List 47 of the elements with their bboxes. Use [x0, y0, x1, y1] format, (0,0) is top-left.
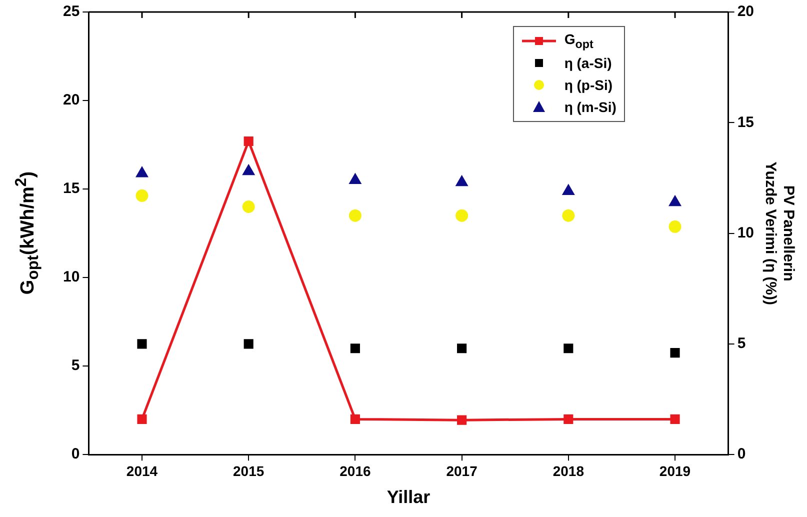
point: [243, 165, 254, 176]
x-tick-label: 2014: [126, 462, 158, 479]
y2-tick-label: 20: [737, 3, 754, 20]
point: [670, 414, 680, 424]
point: [668, 220, 682, 233]
point: [350, 414, 360, 424]
point: [564, 414, 574, 424]
x-tick-label: 2016: [340, 462, 371, 479]
legend-label: η (m-Si): [564, 99, 616, 115]
point: [242, 200, 255, 213]
point: [669, 196, 681, 206]
point: [348, 209, 362, 222]
point: [350, 174, 361, 184]
y-tick-label: 10: [62, 268, 80, 286]
y-tick-label: 20: [62, 92, 80, 109]
point: [456, 209, 468, 222]
point: [244, 136, 254, 146]
x-tick-label: 2018: [552, 462, 584, 479]
y2-tick-label: 15: [737, 114, 754, 131]
y-tick-label: 5: [71, 357, 80, 374]
legend-label: η (p-Si): [564, 77, 613, 93]
x-tick-label: 2017: [446, 462, 478, 479]
x-tick-label: 2019: [659, 462, 691, 479]
point: [136, 189, 148, 202]
point: [350, 344, 360, 354]
legend-label: η (a-Si): [564, 55, 612, 71]
y-tick-label: 0: [71, 446, 80, 463]
y2-tick-label: 5: [737, 335, 746, 352]
x-tick-label: 2015: [233, 462, 264, 479]
y2-tick-label: 0: [737, 446, 746, 463]
point: [244, 339, 254, 349]
point: [562, 185, 574, 196]
y2-tick-label: 10: [737, 224, 754, 242]
point: [456, 176, 468, 186]
x-axis-title: Yillar: [386, 487, 430, 508]
point: [137, 339, 147, 349]
point: [457, 415, 467, 425]
y2-axis-title: PV Panellerin Yuzde Verimi (η (%)): [762, 162, 797, 305]
y-tick-label: 25: [62, 3, 80, 20]
point: [670, 348, 680, 358]
point: [562, 209, 575, 222]
point: [137, 414, 147, 424]
point: [136, 167, 148, 178]
y-tick-label: 15: [62, 180, 80, 198]
point: [564, 344, 574, 354]
point: [457, 344, 467, 354]
legend-label: G$_{opt}$: [564, 31, 594, 51]
